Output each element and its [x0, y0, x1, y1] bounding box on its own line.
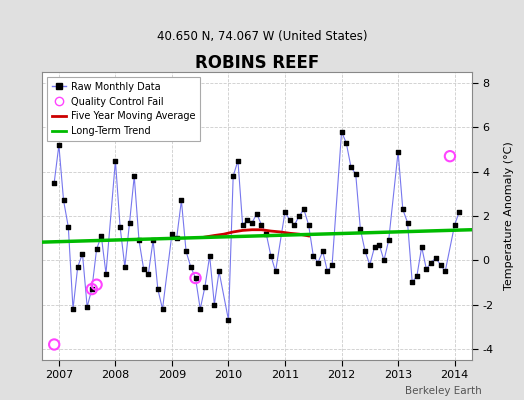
Point [403, 220, 412, 226]
Y-axis label: Temperature Anomaly (°C): Temperature Anomaly (°C) [504, 142, 514, 290]
Point [64, 224, 72, 230]
Point [451, 222, 459, 228]
Point [323, 268, 332, 274]
Point [436, 262, 445, 268]
Point [399, 206, 407, 212]
Point [309, 253, 318, 259]
Point [59, 197, 68, 204]
Title: ROBINS REEF: ROBINS REEF [194, 54, 319, 72]
Point [144, 270, 152, 277]
Point [172, 235, 181, 241]
Point [130, 173, 138, 179]
Point [83, 304, 91, 310]
Point [253, 210, 261, 217]
Point [88, 286, 96, 292]
Point [121, 264, 129, 270]
Point [248, 220, 256, 226]
Point [366, 262, 374, 268]
Point [97, 233, 105, 239]
Point [394, 148, 402, 155]
Point [418, 244, 426, 250]
Point [92, 246, 101, 252]
Point [191, 275, 200, 281]
Point [205, 253, 214, 259]
Point [154, 286, 162, 292]
Point [286, 217, 294, 224]
Point [281, 208, 289, 215]
Point [234, 158, 242, 164]
Point [432, 255, 440, 261]
Point [441, 268, 450, 274]
Point [356, 226, 365, 232]
Point [446, 153, 454, 159]
Point [455, 208, 464, 215]
Point [295, 213, 303, 219]
Point [215, 268, 223, 274]
Point [224, 317, 233, 323]
Point [243, 217, 252, 224]
Point [422, 266, 431, 272]
Point [73, 264, 82, 270]
Point [385, 237, 393, 244]
Text: 40.650 N, 74.067 W (United States): 40.650 N, 74.067 W (United States) [157, 30, 367, 43]
Point [168, 230, 176, 237]
Point [375, 242, 384, 248]
Point [50, 180, 58, 186]
Point [262, 230, 270, 237]
Point [290, 222, 299, 228]
Point [314, 259, 322, 266]
Point [408, 279, 417, 286]
Point [352, 171, 360, 177]
Legend: Raw Monthly Data, Quality Control Fail, Five Year Moving Average, Long-Term Tren: Raw Monthly Data, Quality Control Fail, … [47, 77, 201, 141]
Point [149, 237, 157, 244]
Point [210, 302, 219, 308]
Point [182, 248, 190, 255]
Point [78, 250, 86, 257]
Point [342, 140, 351, 146]
Point [427, 259, 435, 266]
Point [337, 129, 346, 135]
Point [328, 262, 336, 268]
Point [196, 306, 204, 312]
Point [271, 268, 280, 274]
Text: Berkeley Earth: Berkeley Earth [406, 386, 482, 396]
Point [54, 142, 63, 148]
Point [201, 284, 209, 290]
Point [300, 206, 308, 212]
Point [69, 306, 77, 312]
Point [92, 282, 101, 288]
Point [238, 222, 247, 228]
Point [111, 158, 119, 164]
Point [88, 286, 96, 292]
Point [319, 248, 327, 255]
Point [50, 341, 58, 348]
Point [257, 222, 266, 228]
Point [191, 275, 200, 281]
Point [125, 220, 134, 226]
Point [361, 248, 369, 255]
Point [413, 273, 421, 279]
Point [304, 222, 313, 228]
Point [187, 264, 195, 270]
Point [135, 237, 143, 244]
Point [229, 173, 237, 179]
Point [267, 253, 275, 259]
Point [158, 306, 167, 312]
Point [139, 266, 148, 272]
Point [177, 197, 185, 204]
Point [102, 270, 110, 277]
Point [380, 257, 388, 264]
Point [116, 224, 124, 230]
Point [370, 244, 379, 250]
Point [347, 164, 355, 170]
